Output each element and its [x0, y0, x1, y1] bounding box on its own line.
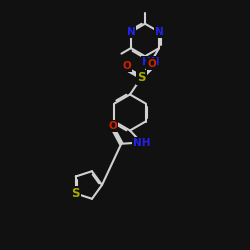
Text: NH: NH: [132, 138, 150, 147]
Text: N: N: [155, 27, 164, 37]
Text: O: O: [147, 59, 156, 69]
Text: S: S: [72, 187, 80, 200]
Text: O: O: [123, 61, 132, 71]
Text: N: N: [126, 27, 135, 37]
Text: HN: HN: [142, 57, 160, 67]
Text: S: S: [137, 71, 146, 84]
Text: O: O: [109, 121, 118, 131]
